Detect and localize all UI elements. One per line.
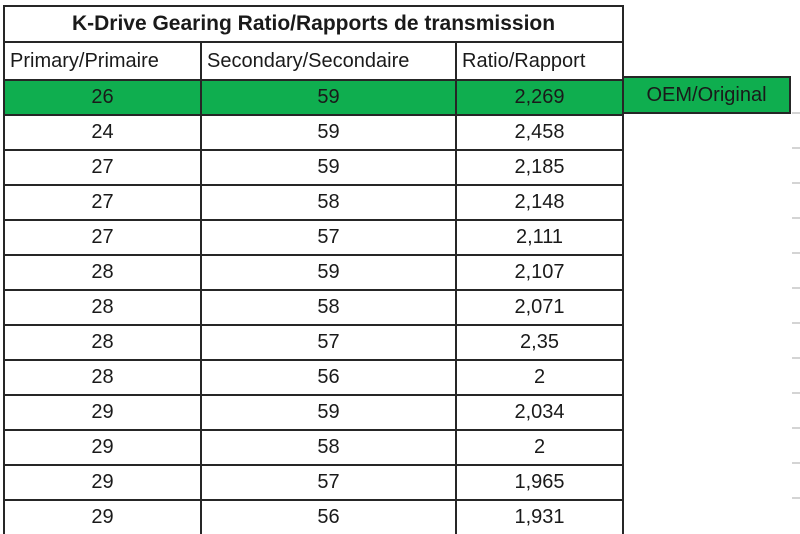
cell-secondary[interactable]: 57 bbox=[200, 324, 457, 361]
cell-secondary[interactable]: 58 bbox=[200, 289, 457, 326]
cell-ratio[interactable]: 1,931 bbox=[454, 499, 625, 534]
cell-ratio[interactable]: 2 bbox=[454, 359, 625, 396]
table-header-row: Primary/Primaire Secondary/Secondaire Ra… bbox=[3, 41, 625, 81]
table-row: 29 57 1,965 bbox=[3, 464, 625, 501]
cell-secondary[interactable]: 56 bbox=[200, 499, 457, 534]
cell-ratio[interactable]: 2,111 bbox=[454, 219, 625, 256]
gearing-ratio-table: K-Drive Gearing Ratio/Rapports de transm… bbox=[2, 5, 625, 534]
table-row: 28 57 2,35 bbox=[3, 324, 625, 361]
table-row: 29 59 2,034 bbox=[3, 394, 625, 431]
cell-primary[interactable]: 29 bbox=[3, 394, 202, 431]
cell-ratio[interactable]: 2,148 bbox=[454, 184, 625, 221]
cell-ratio[interactable]: 2,185 bbox=[454, 149, 625, 186]
cell-primary[interactable]: 27 bbox=[3, 149, 202, 186]
table-row: 27 58 2,148 bbox=[3, 184, 625, 221]
cell-primary[interactable]: 28 bbox=[3, 324, 202, 361]
table-row: 28 58 2,071 bbox=[3, 289, 625, 326]
cell-ratio[interactable]: 2,35 bbox=[454, 324, 625, 361]
cell-ratio[interactable]: 2,071 bbox=[454, 289, 625, 326]
table-row-oem: 26 59 2,269 bbox=[3, 79, 625, 116]
cell-primary[interactable]: 27 bbox=[3, 184, 202, 221]
table-title[interactable]: K-Drive Gearing Ratio/Rapports de transm… bbox=[2, 5, 625, 43]
oem-original-cell[interactable]: OEM/Original bbox=[622, 76, 791, 114]
cell-secondary[interactable]: 59 bbox=[200, 79, 457, 116]
cell-ratio[interactable]: 2,034 bbox=[454, 394, 625, 431]
spreadsheet-gridline-stubs bbox=[792, 79, 800, 531]
cell-ratio[interactable]: 1,965 bbox=[454, 464, 625, 501]
cell-primary[interactable]: 29 bbox=[3, 429, 202, 466]
cell-primary[interactable]: 28 bbox=[3, 254, 202, 291]
cell-secondary[interactable]: 59 bbox=[200, 394, 457, 431]
table-title-row: K-Drive Gearing Ratio/Rapports de transm… bbox=[2, 5, 625, 43]
cell-primary[interactable]: 24 bbox=[3, 114, 202, 151]
table-row: 28 56 2 bbox=[3, 359, 625, 396]
column-header-primary[interactable]: Primary/Primaire bbox=[3, 41, 202, 81]
cell-ratio[interactable]: 2,269 bbox=[454, 79, 625, 116]
cell-secondary[interactable]: 59 bbox=[200, 114, 457, 151]
cell-ratio[interactable]: 2,107 bbox=[454, 254, 625, 291]
table-row: 27 59 2,185 bbox=[3, 149, 625, 186]
cell-primary[interactable]: 29 bbox=[3, 499, 202, 534]
column-header-ratio[interactable]: Ratio/Rapport bbox=[454, 41, 625, 81]
cell-secondary[interactable]: 58 bbox=[200, 429, 457, 466]
cell-ratio[interactable]: 2 bbox=[454, 429, 625, 466]
cell-secondary[interactable]: 59 bbox=[200, 254, 457, 291]
cell-primary[interactable]: 29 bbox=[3, 464, 202, 501]
cell-secondary[interactable]: 56 bbox=[200, 359, 457, 396]
column-header-secondary[interactable]: Secondary/Secondaire bbox=[200, 41, 457, 81]
cell-primary[interactable]: 27 bbox=[3, 219, 202, 256]
cell-secondary[interactable]: 58 bbox=[200, 184, 457, 221]
cell-secondary[interactable]: 57 bbox=[200, 219, 457, 256]
cell-primary[interactable]: 26 bbox=[3, 79, 202, 116]
table-row: 28 59 2,107 bbox=[3, 254, 625, 291]
cell-secondary[interactable]: 57 bbox=[200, 464, 457, 501]
cell-ratio[interactable]: 2,458 bbox=[454, 114, 625, 151]
table-row: 29 56 1,931 bbox=[3, 499, 625, 534]
cell-secondary[interactable]: 59 bbox=[200, 149, 457, 186]
table-row: 27 57 2,111 bbox=[3, 219, 625, 256]
cell-primary[interactable]: 28 bbox=[3, 289, 202, 326]
cell-primary[interactable]: 28 bbox=[3, 359, 202, 396]
table-row: 24 59 2,458 bbox=[3, 114, 625, 151]
table-row: 29 58 2 bbox=[3, 429, 625, 466]
